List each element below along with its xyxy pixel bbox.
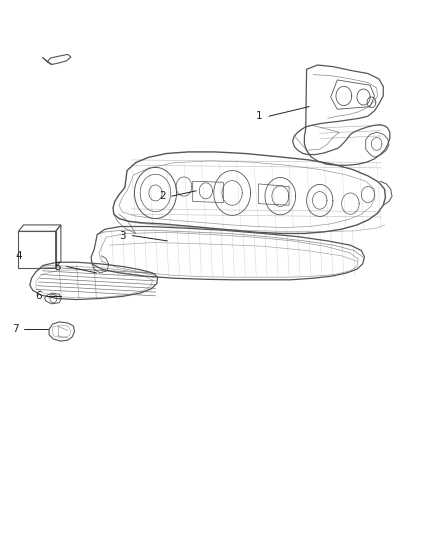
Text: 4: 4 [15,251,22,261]
Text: 1: 1 [256,111,263,121]
Text: 6: 6 [35,291,42,301]
Text: 2: 2 [159,191,166,201]
Bar [18,231,56,268]
Text: 7: 7 [12,325,18,334]
Text: 3: 3 [120,231,126,240]
Text: 5: 5 [54,262,60,271]
